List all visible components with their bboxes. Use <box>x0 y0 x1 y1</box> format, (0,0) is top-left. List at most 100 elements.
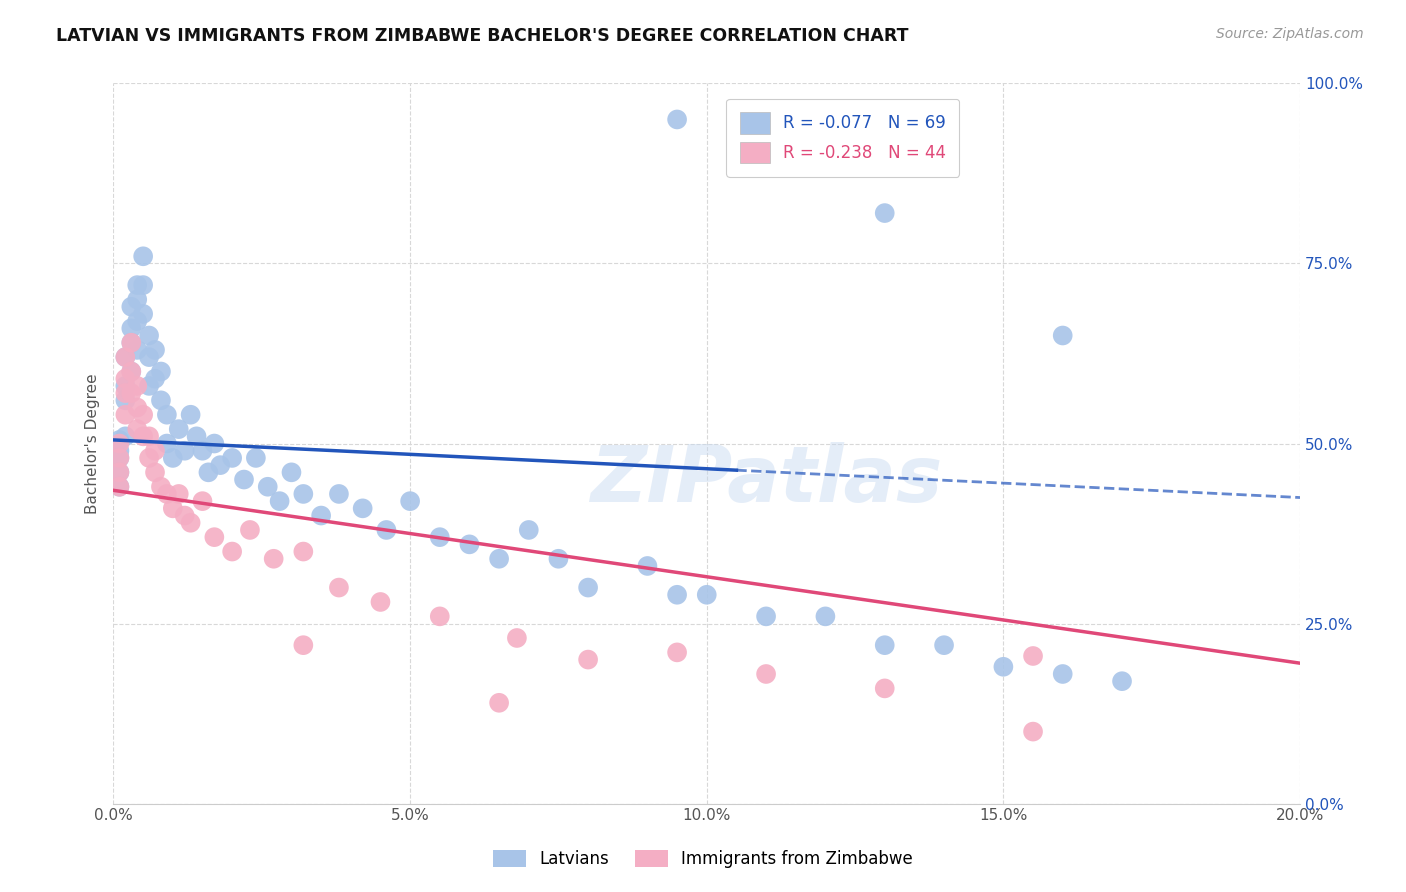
Point <box>370 595 392 609</box>
Point <box>328 487 350 501</box>
Point <box>233 473 256 487</box>
Point <box>814 609 837 624</box>
Point <box>132 278 155 293</box>
Point <box>1052 328 1074 343</box>
Legend: R = -0.077   N = 69, R = -0.238   N = 44: R = -0.077 N = 69, R = -0.238 N = 44 <box>727 99 959 177</box>
Point <box>173 508 195 523</box>
Point <box>143 343 166 357</box>
Point <box>120 335 142 350</box>
Point <box>180 408 202 422</box>
Point <box>755 609 778 624</box>
Point <box>114 393 136 408</box>
Point <box>114 350 136 364</box>
Point <box>506 631 529 645</box>
Point <box>156 436 179 450</box>
Point <box>209 458 232 472</box>
Point <box>328 581 350 595</box>
Point <box>696 588 718 602</box>
Point <box>114 379 136 393</box>
Text: LATVIAN VS IMMIGRANTS FROM ZIMBABWE BACHELOR'S DEGREE CORRELATION CHART: LATVIAN VS IMMIGRANTS FROM ZIMBABWE BACH… <box>56 27 908 45</box>
Point <box>488 551 510 566</box>
Point <box>167 487 190 501</box>
Legend: Latvians, Immigrants from Zimbabwe: Latvians, Immigrants from Zimbabwe <box>486 843 920 875</box>
Y-axis label: Bachelor's Degree: Bachelor's Degree <box>86 373 100 514</box>
Point <box>108 480 131 494</box>
Point <box>108 450 131 465</box>
Point <box>108 433 131 447</box>
Point <box>149 364 172 378</box>
Point <box>127 343 149 357</box>
Point <box>517 523 540 537</box>
Point <box>221 450 243 465</box>
Point <box>202 436 225 450</box>
Point <box>180 516 202 530</box>
Point <box>873 638 896 652</box>
Point <box>114 429 136 443</box>
Point <box>292 638 315 652</box>
Point <box>280 466 302 480</box>
Point <box>186 429 208 443</box>
Point <box>127 379 149 393</box>
Point <box>932 638 955 652</box>
Point <box>120 335 142 350</box>
Point <box>221 544 243 558</box>
Point <box>202 530 225 544</box>
Point <box>108 480 131 494</box>
Point <box>167 422 190 436</box>
Point <box>149 480 172 494</box>
Point <box>132 307 155 321</box>
Point <box>132 429 155 443</box>
Point <box>120 386 142 401</box>
Point <box>666 645 689 659</box>
Point <box>1111 674 1133 689</box>
Point <box>429 530 451 544</box>
Point <box>429 609 451 624</box>
Point <box>666 588 689 602</box>
Point <box>173 443 195 458</box>
Point <box>352 501 374 516</box>
Point <box>245 450 267 465</box>
Point <box>127 293 149 307</box>
Point <box>755 667 778 681</box>
Point <box>666 112 689 127</box>
Point <box>269 494 291 508</box>
Point <box>108 443 131 458</box>
Point <box>114 350 136 364</box>
Point <box>138 379 160 393</box>
Point <box>138 429 160 443</box>
Point <box>1022 724 1045 739</box>
Point <box>114 408 136 422</box>
Point <box>488 696 510 710</box>
Point <box>239 523 262 537</box>
Point <box>127 314 149 328</box>
Point <box>375 523 398 537</box>
Point <box>458 537 481 551</box>
Point <box>143 466 166 480</box>
Point <box>138 350 160 364</box>
Point <box>108 436 131 450</box>
Point <box>108 466 131 480</box>
Point <box>1052 667 1074 681</box>
Point <box>162 450 184 465</box>
Point <box>120 364 142 378</box>
Point <box>263 551 285 566</box>
Point <box>162 501 184 516</box>
Point <box>309 508 332 523</box>
Point <box>114 372 136 386</box>
Point <box>114 386 136 401</box>
Point <box>132 249 155 263</box>
Point <box>127 278 149 293</box>
Point <box>873 681 896 696</box>
Point <box>993 660 1015 674</box>
Point <box>120 364 142 378</box>
Point <box>127 422 149 436</box>
Point <box>120 300 142 314</box>
Text: Source: ZipAtlas.com: Source: ZipAtlas.com <box>1216 27 1364 41</box>
Point <box>191 443 214 458</box>
Point <box>138 450 160 465</box>
Point <box>292 487 315 501</box>
Point <box>143 372 166 386</box>
Point <box>138 328 160 343</box>
Point <box>149 393 172 408</box>
Point <box>256 480 278 494</box>
